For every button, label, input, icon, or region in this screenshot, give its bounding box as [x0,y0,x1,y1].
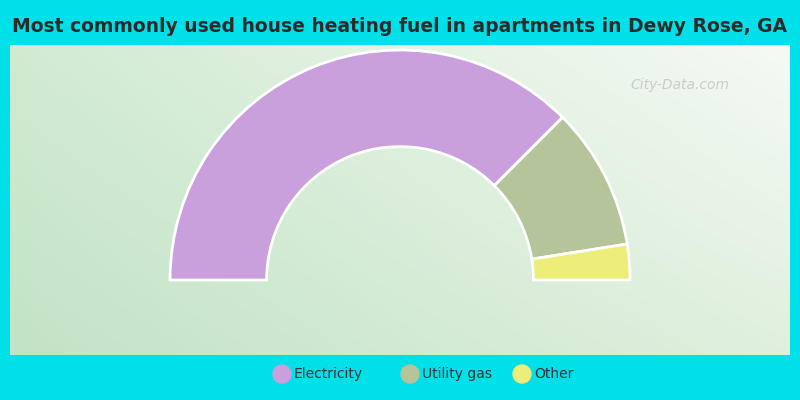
Text: Electricity: Electricity [294,367,363,381]
Wedge shape [170,50,562,280]
Text: Other: Other [534,367,574,381]
Circle shape [513,365,531,383]
Wedge shape [532,244,630,280]
Text: Utility gas: Utility gas [422,367,492,381]
Wedge shape [494,117,627,259]
Text: Most commonly used house heating fuel in apartments in Dewy Rose, GA: Most commonly used house heating fuel in… [13,17,787,36]
Circle shape [401,365,419,383]
Text: City-Data.com: City-Data.com [630,78,730,92]
Circle shape [273,365,291,383]
